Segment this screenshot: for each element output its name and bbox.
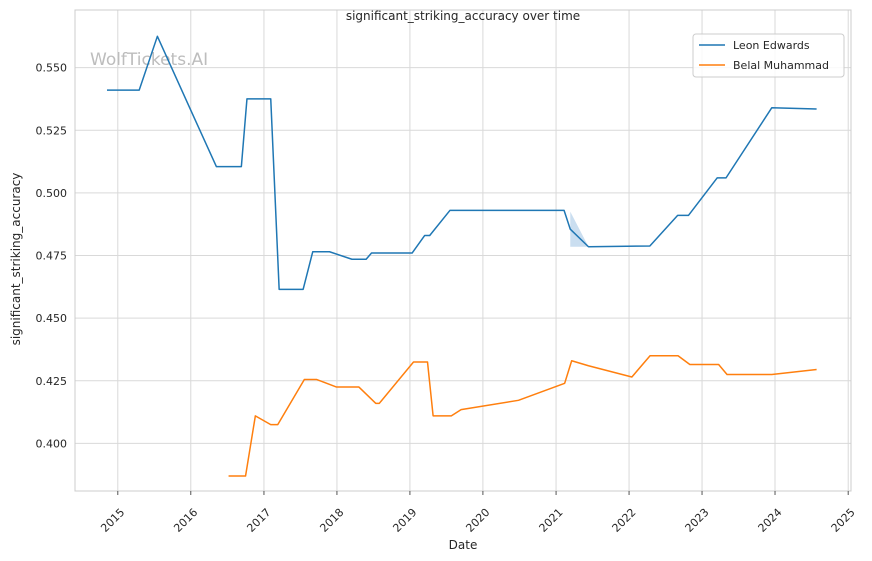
confidence-bands <box>570 211 589 247</box>
series-line-belal-muhammad <box>228 354 817 477</box>
y-tick-label: 0.425 <box>36 375 68 388</box>
legend-label: Belal Muhammad <box>733 59 829 72</box>
legend-label: Leon Edwards <box>733 39 810 52</box>
chart-title: significant_striking_accuracy over time <box>346 9 580 23</box>
y-tick-label: 0.500 <box>36 187 68 200</box>
confidence-band <box>570 211 589 247</box>
y-tick-label: 0.400 <box>36 437 68 450</box>
series-line-leon-edwards <box>106 35 817 291</box>
y-tick-label: 0.550 <box>36 62 68 75</box>
legend-box <box>692 33 845 78</box>
grid-lines <box>75 10 851 491</box>
y-axis-ticks: 0.400 0.425 0.450 0.475 0.500 0.525 0.550 <box>36 62 68 451</box>
x-axis-label: Date <box>449 538 478 552</box>
y-tick-label: 0.450 <box>36 312 68 325</box>
y-tick-label: 0.525 <box>36 124 68 137</box>
legend: Leon Edwards Belal Muhammad <box>692 33 845 78</box>
series-lines <box>106 35 817 477</box>
plot-frame <box>74 9 852 492</box>
y-axis-label: significant_striking_accuracy <box>9 173 23 346</box>
y-tick-label: 0.475 <box>36 250 68 263</box>
